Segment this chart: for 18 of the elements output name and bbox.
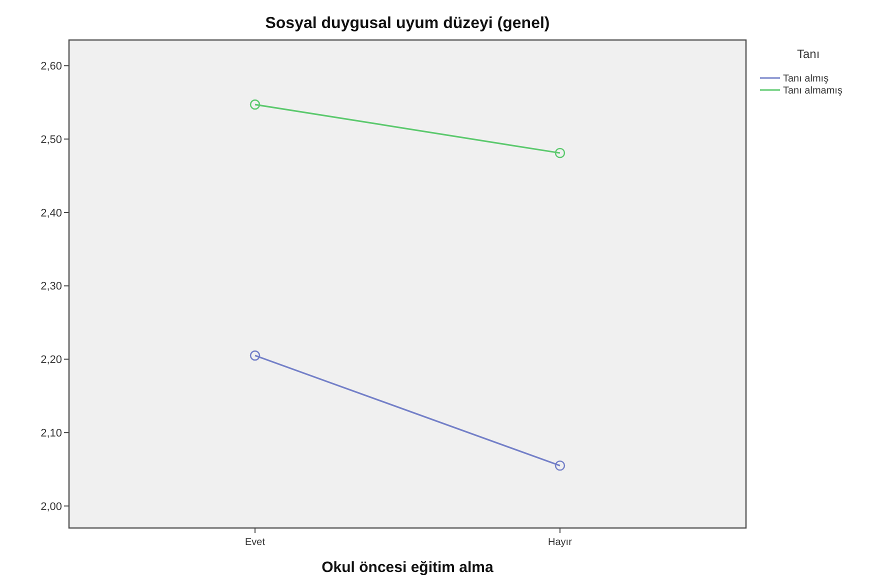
y-tick-label: 2,00 xyxy=(40,500,62,513)
y-tick-label: 2,10 xyxy=(40,427,62,440)
y-tick-label: 2,40 xyxy=(40,207,62,220)
chart-title: Sosyal duygusal uyum düzeyi (genel) xyxy=(265,15,550,32)
x-tick-label: Evet xyxy=(245,537,266,548)
y-tick-label: 2,30 xyxy=(40,280,62,293)
x-axis-title: Okul öncesi eğitim alma xyxy=(322,559,494,576)
y-tick-label: 2,50 xyxy=(40,134,62,146)
legend-label: Tanı almamış xyxy=(783,86,842,96)
y-tick-label: 2,20 xyxy=(40,354,62,366)
point xyxy=(250,350,260,361)
y-tick-label: 2,60 xyxy=(40,60,62,73)
point xyxy=(250,99,260,110)
point xyxy=(554,460,566,471)
x-tick-label: Hayır xyxy=(548,537,573,548)
legend-title: Tanı xyxy=(797,47,820,61)
point xyxy=(554,148,566,158)
legend-label: Tanı almış xyxy=(783,74,829,84)
